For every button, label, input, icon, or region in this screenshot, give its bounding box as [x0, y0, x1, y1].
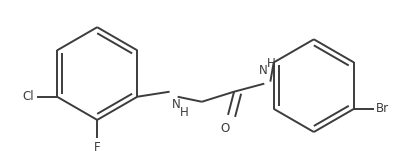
Text: O: O	[220, 122, 229, 135]
Text: Cl: Cl	[22, 90, 34, 103]
Text: H: H	[179, 106, 188, 119]
Text: N: N	[258, 64, 267, 77]
Text: N: N	[171, 98, 180, 111]
Text: H: H	[266, 56, 275, 69]
Text: F: F	[94, 141, 100, 151]
Text: Br: Br	[375, 102, 388, 115]
